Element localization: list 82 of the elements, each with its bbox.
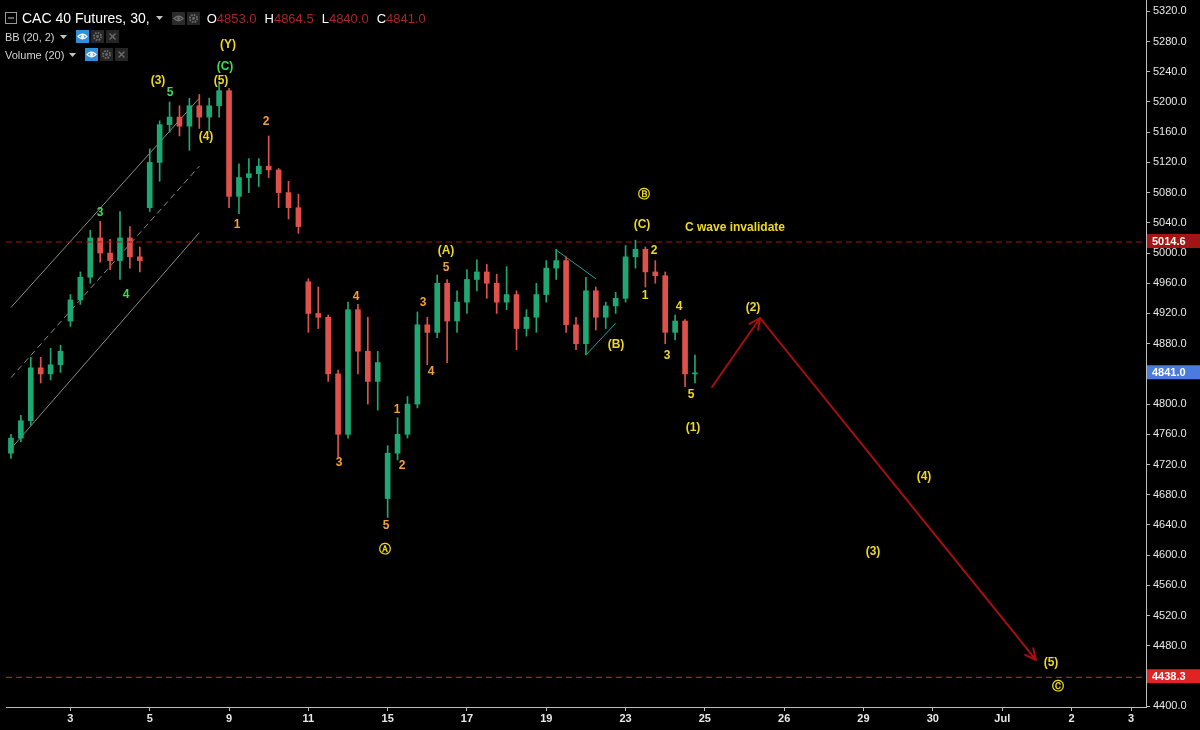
y-tick-label: 5200.0	[1153, 95, 1187, 107]
annotation: Ⓒ	[1052, 679, 1064, 694]
annotation: (Y)	[220, 37, 236, 52]
y-tick-label: 5320.0	[1153, 4, 1187, 17]
annotation: (5)	[213, 73, 229, 88]
ref-line-label: 4438.3	[1152, 669, 1186, 682]
annotation: 5	[382, 518, 390, 533]
annotation: (B)	[607, 337, 625, 352]
annotation: 4	[675, 299, 683, 314]
annotation: C4841.0	[376, 10, 426, 26]
y-tick-label: 4800.0	[1153, 397, 1187, 410]
annotation: 4	[352, 289, 360, 304]
y-tick-label: 5080.0	[1153, 185, 1187, 198]
x-tick-label: 3	[1128, 711, 1135, 724]
annotation: 2	[398, 458, 406, 473]
y-tick-label: 5160.0	[1153, 125, 1187, 138]
annotation: 4	[122, 287, 130, 302]
annotation: (C)	[633, 217, 651, 232]
annotation: 3	[96, 205, 104, 220]
text: 4841.0	[1152, 365, 1186, 378]
y-tick-label: 4760.0	[1153, 427, 1187, 440]
x-tick-label: 19	[540, 711, 553, 724]
x-tick-label: 15	[381, 711, 394, 724]
annotation: (5)	[1043, 655, 1059, 670]
y-tick-label: 4640.0	[1153, 517, 1187, 530]
annotation: O4853.0	[206, 10, 257, 26]
annotation: H4864.5	[264, 10, 314, 26]
y-tick-label: 4400.0	[1153, 699, 1187, 712]
x-tick-label: 29	[857, 711, 870, 724]
y-tick-label: 4520.0	[1153, 608, 1187, 621]
x-tick-label: 2	[1068, 711, 1075, 724]
annotation: (4)	[198, 129, 214, 144]
ref-line-label: 5014.6	[1152, 234, 1186, 247]
annotation: Ⓑ	[638, 187, 650, 202]
annotation: 2	[262, 114, 270, 129]
x-tick-label: 17	[460, 711, 474, 724]
annotation: (1)	[685, 420, 701, 435]
y-tick-label: 5280.0	[1153, 34, 1187, 47]
annotation: (A)	[437, 243, 455, 258]
y-tick-label: 4480.0	[1153, 638, 1187, 651]
annotation: (C)	[216, 59, 234, 74]
x-tick-label: 30	[926, 711, 939, 724]
y-tick-label: 4720.0	[1153, 457, 1187, 470]
annotation: 1	[393, 402, 401, 417]
annotation: C wave invalidate	[684, 220, 786, 235]
y-tick-label: 4560.0	[1153, 578, 1187, 591]
annotation: 5	[442, 260, 450, 275]
x-tick-label: 11	[302, 711, 315, 724]
annotation: BB (20, 2)	[5, 30, 55, 43]
y-tick-label: 4600.0	[1153, 548, 1187, 561]
y-tick-label: 4960.0	[1153, 276, 1187, 289]
annotation: Ⓐ	[379, 542, 391, 557]
y-tick-label: 5240.0	[1153, 64, 1187, 77]
annotation: 4	[427, 364, 435, 379]
x-tick-label: Jul	[994, 711, 1011, 724]
annotation: 5	[687, 387, 695, 402]
text: CAC 40 Futures, 30,	[22, 10, 150, 26]
annotation: 1	[641, 288, 649, 303]
annotation: Volume (20)	[5, 48, 65, 61]
annotation: 1	[233, 217, 241, 232]
y-tick-label: 4680.0	[1153, 487, 1187, 500]
y-tick-label: 5000.0	[1153, 246, 1187, 259]
x-tick-label: 3	[67, 711, 74, 724]
annotation: 3	[663, 348, 671, 363]
annotation: (3)	[865, 544, 881, 559]
annotation: (2)	[745, 300, 761, 315]
annotation: 5	[166, 85, 174, 100]
annotation: 3	[419, 295, 427, 310]
x-tick-label: 9	[225, 711, 233, 724]
annotation: 2	[650, 243, 658, 258]
x-tick-label: 25	[698, 711, 711, 724]
x-tick-label: 26	[778, 711, 791, 724]
y-tick-label: 4880.0	[1153, 336, 1187, 349]
x-tick-label: 5	[146, 711, 153, 724]
y-tick-label: 5120.0	[1153, 155, 1187, 168]
y-tick-label: 4920.0	[1153, 306, 1187, 319]
annotation: (3)	[150, 73, 166, 88]
annotation: (4)	[916, 469, 932, 484]
annotation: 3	[335, 455, 343, 470]
y-tick-label: 5040.0	[1153, 215, 1187, 228]
annotation: L4840.0	[321, 10, 369, 26]
x-tick-label: 23	[619, 711, 632, 724]
